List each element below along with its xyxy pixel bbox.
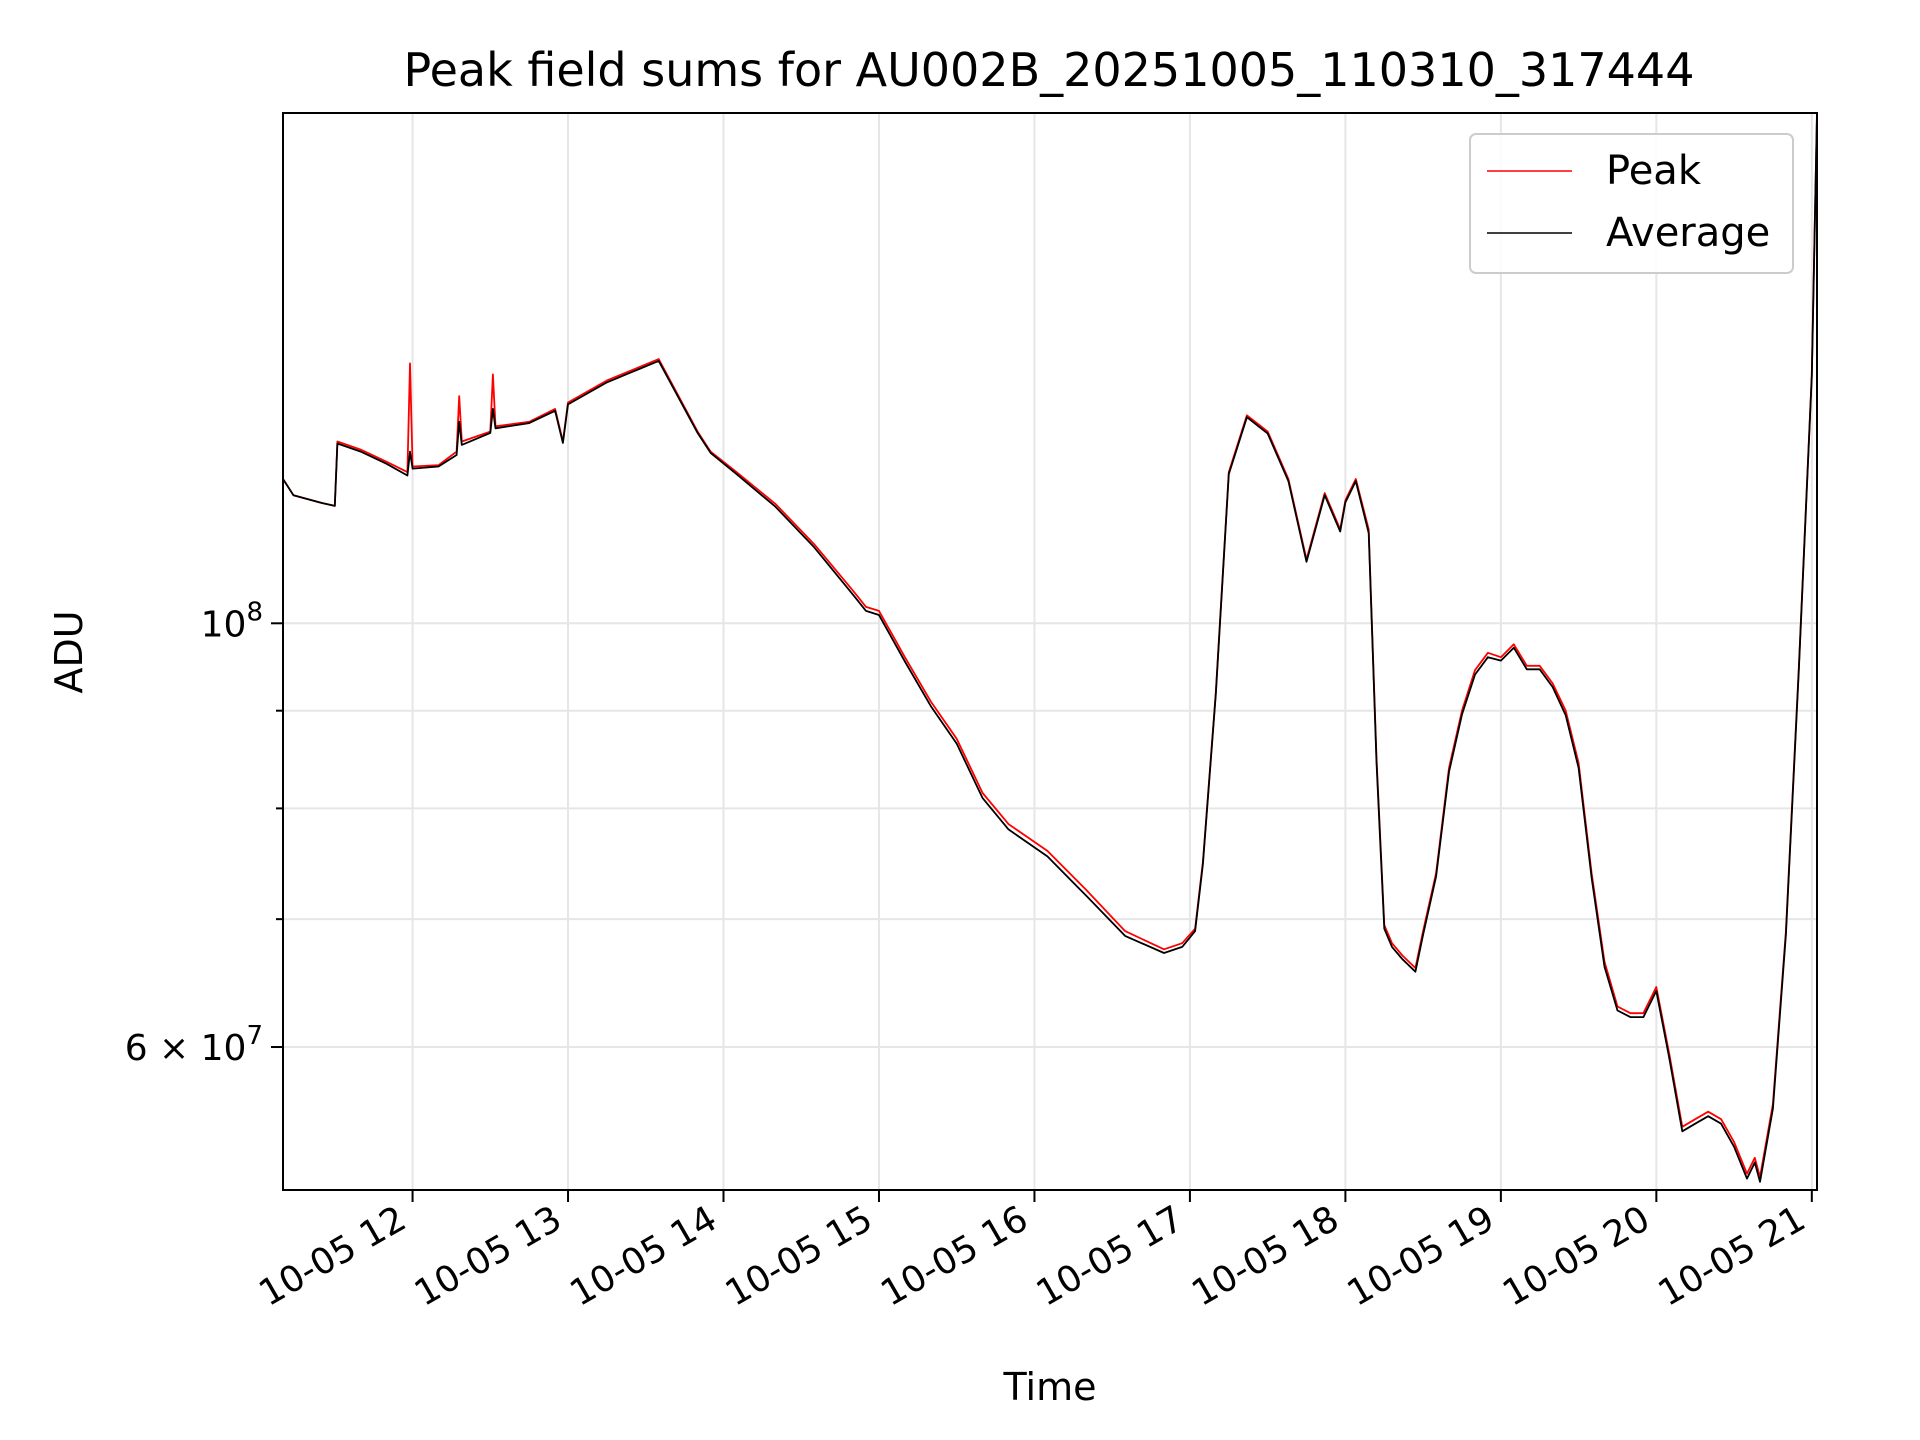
y-tick-label-exponent: 7 [246, 1021, 263, 1051]
y-tick-label: 6 × 107 [125, 1021, 263, 1069]
legend-label-average: Average [1606, 210, 1770, 256]
series-line-peak [283, 113, 1817, 1178]
x-axis-title: Time [1003, 1365, 1097, 1409]
y-tick-label-base: 6 × 10 [125, 1028, 247, 1069]
plot-frame [282, 112, 1818, 1191]
grid [283, 113, 1817, 1190]
y-axis-title: ADU [47, 610, 91, 693]
y-tick-label-base: 10 [201, 604, 247, 645]
y-tick-label: 108 [201, 597, 263, 645]
legend: Peak Average [1469, 133, 1794, 274]
series-line-average [283, 113, 1817, 1183]
series-layer [283, 113, 1817, 1183]
y-tick-label-exponent: 8 [246, 597, 263, 627]
legend-label-peak: Peak [1606, 148, 1702, 194]
legend-box [1469, 133, 1794, 274]
chart-title: Peak field sums for AU002B_20251005_1103… [404, 43, 1695, 97]
y-axis-ticks: 108 6 × 107 [125, 597, 283, 1069]
